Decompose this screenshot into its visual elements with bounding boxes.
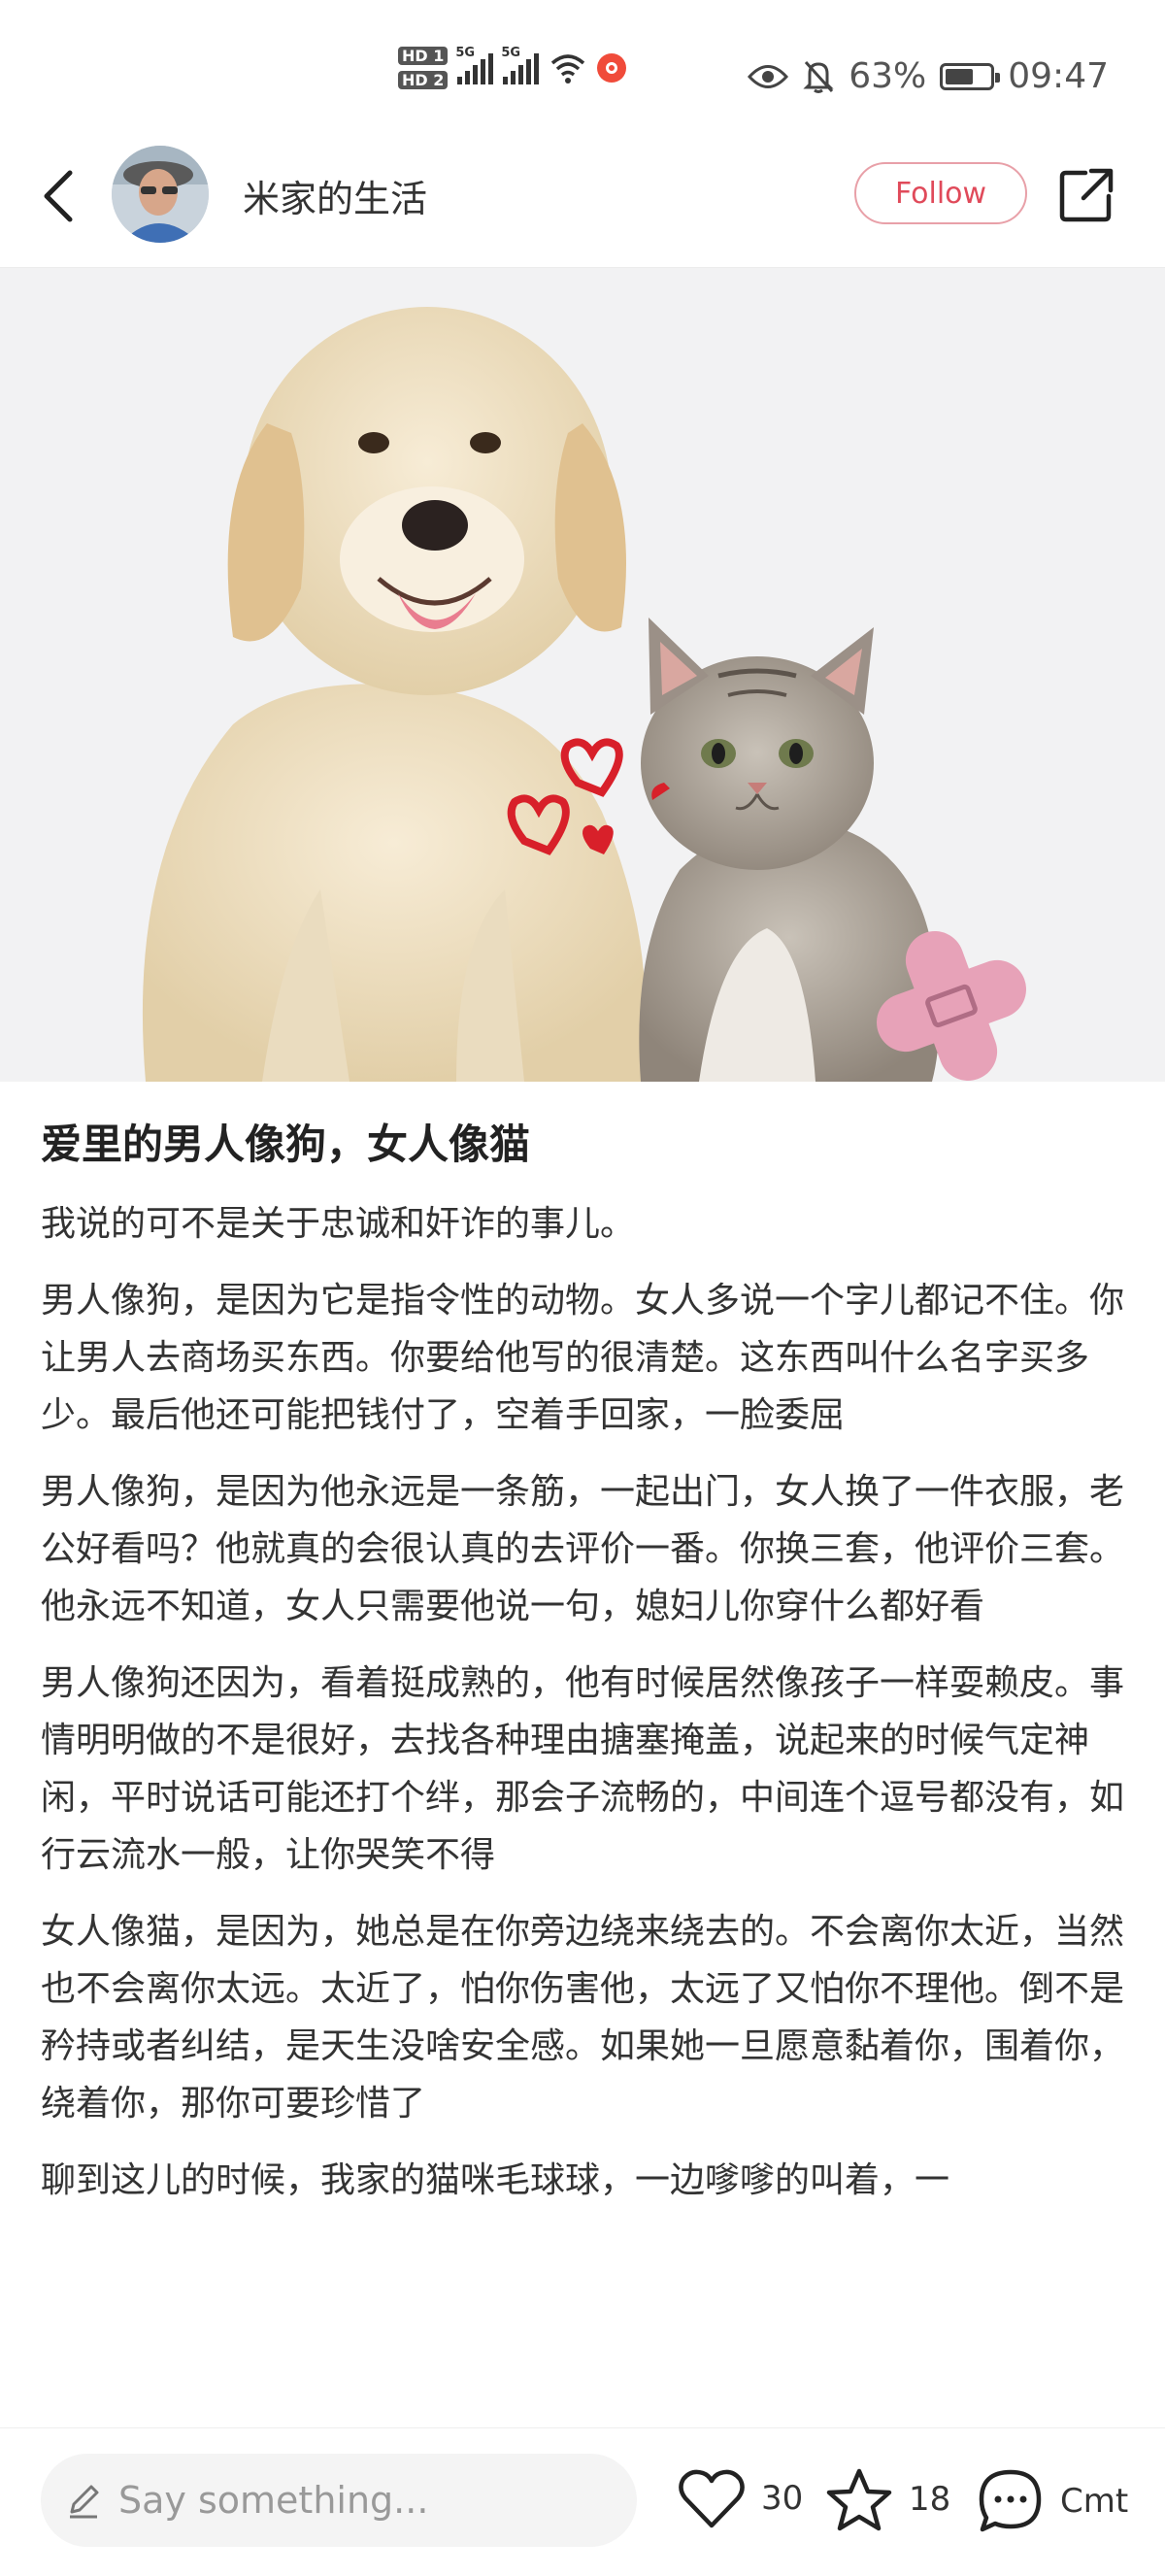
chat-bubble-icon <box>979 2469 1042 2532</box>
star-icon <box>826 2468 892 2531</box>
battery-icon <box>940 62 1001 90</box>
article-body: 爱里的男人像狗，女人像猫 我说的可不是关于忠诚和奸诈的事儿。 男人像狗，是因为它… <box>41 1117 1128 2228</box>
hero-image[interactable] <box>0 268 1165 1082</box>
article-paragraph: 聊到这儿的时候，我家的猫咪毛球球，一边嗲嗲的叫着，一 <box>41 2159 950 2200</box>
heart-icon <box>679 2469 745 2528</box>
article-title: 爱里的男人像狗，女人像猫 <box>41 1121 531 1168</box>
eye-icon <box>748 64 789 88</box>
status-icons: HD 1 HD 2 5G 5G <box>398 46 627 89</box>
wifi-icon <box>551 54 585 84</box>
comment-placeholder: Say something... <box>118 2479 429 2522</box>
avatar-image <box>112 146 209 243</box>
like-button[interactable]: 30 <box>678 2467 803 2529</box>
author-name[interactable]: 米家的生活 <box>243 178 428 220</box>
follow-button[interactable]: Follow <box>854 162 1027 224</box>
mute-bell-icon <box>803 60 834 93</box>
article-header: 米家的生活 Follow <box>0 146 1165 268</box>
like-count: 30 <box>761 2479 804 2518</box>
signal-icon-2: 5G <box>501 46 540 84</box>
favorite-button[interactable]: 18 <box>825 2467 950 2531</box>
comment-button[interactable]: Cmt <box>977 2467 1128 2535</box>
chevron-left-icon <box>44 170 73 222</box>
battery-fill <box>946 68 973 84</box>
clock: 09:47 <box>1008 56 1109 96</box>
article-paragraph: 女人像猫，是因为，她总是在你旁边绕来绕去的。不会离你太近，当然也不会离你太远。太… <box>41 1911 1125 2124</box>
notification-badge-icon <box>597 53 627 83</box>
author-avatar[interactable] <box>112 146 209 243</box>
content-fade <box>0 2359 1165 2427</box>
hd1-indicator: HD 1 <box>398 47 449 65</box>
article-paragraph: 男人像狗，是因为他永远是一条筋，一起出门，女人换了一件衣服，老公好看吗？他就真的… <box>41 1471 1125 1626</box>
hd2-indicator: HD 2 <box>398 71 449 89</box>
bottom-action-bar: Say something... 30 18 Cmt <box>0 2427 1165 2576</box>
article-paragraph: 男人像狗，是因为它是指令性的动物。女人多说一个字儿都记不住。你让男人去商场买东西… <box>41 1280 1125 1435</box>
favorite-count: 18 <box>909 2480 951 2519</box>
dog-and-cat-illustration <box>0 268 1165 1082</box>
article-paragraph: 男人像狗还因为，看着挺成熟的，他有时候居然像孩子一样耍赖皮。事情明明做的不是很好… <box>41 1662 1125 1875</box>
share-button[interactable] <box>1056 165 1116 225</box>
article-paragraph: 我说的可不是关于忠诚和奸诈的事儿。 <box>41 1203 636 1244</box>
status-bar: HD 1 HD 2 5G 5G 63% 09:47 <box>0 0 1165 146</box>
comment-input[interactable]: Say something... <box>41 2454 637 2547</box>
share-icon <box>1059 168 1114 222</box>
battery-percent: 63% <box>849 56 927 96</box>
back-button[interactable] <box>29 167 87 225</box>
pencil-icon <box>70 2485 99 2519</box>
signal-icon: 5G <box>455 46 494 84</box>
comment-label: Cmt <box>1060 2482 1129 2521</box>
